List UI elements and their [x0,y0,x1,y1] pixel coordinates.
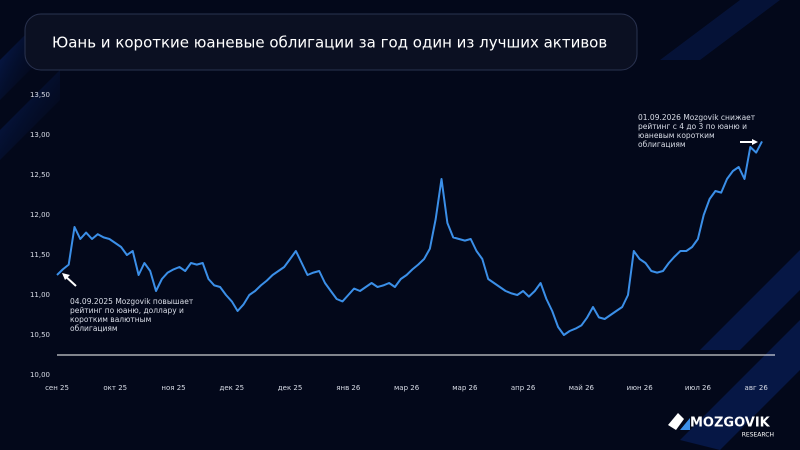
y-tick-label: 13,00 [30,131,50,139]
y-tick-label: 10,50 [30,331,50,339]
annotation: облигациям [70,324,118,333]
logo-mark [668,413,684,430]
x-tick-label: мар 26 [452,384,478,392]
x-tick-label: ноя 25 [161,384,185,392]
x-tick-label: апр 26 [511,384,536,392]
annotation: рейтинг с 4 до 3 по юаню и [638,122,747,131]
decor [680,320,800,450]
decor [700,250,800,350]
annotation: рейтинг по юаню, доллару и [70,306,184,315]
x-tick-label: дек 25 [220,384,245,392]
chart-title: Юань и короткие юаневые облигации за год… [52,34,607,52]
annotation: юаневым коротким [638,131,715,140]
x-tick-label: дек 25 [278,384,303,392]
y-tick-label: 13,50 [30,91,50,99]
logo-mark [680,418,690,430]
x-tick-label: июл 26 [685,384,712,392]
annotation: 01.09.2026 Mozgovik снижает [638,113,756,122]
y-tick-label: 12,50 [30,171,50,179]
x-tick-label: июн 26 [627,384,654,392]
y-tick-label: 11,00 [30,291,50,299]
annotation: облигациям [638,140,686,149]
y-tick-label: 11,50 [30,251,50,259]
x-tick-label: май 26 [569,384,595,392]
x-tick-label: окт 25 [103,384,127,392]
arrow-head [752,139,758,145]
x-tick-label: мар 26 [394,384,420,392]
title-box [24,13,638,71]
annotation: коротким валютным [70,315,151,324]
series-line [56,140,763,336]
x-tick-label: янв 26 [336,384,361,392]
logo-sub: RESEARCH [742,432,774,439]
x-tick-label: сен 25 [45,384,69,392]
decor [0,70,60,160]
arrow-head [62,273,70,280]
y-tick-label: 12,00 [30,211,50,219]
y-tick-label: 10,00 [30,371,50,379]
logo-name: MOZGOVIK [690,416,771,431]
annotation: 04.09.2025 Mozgovik повышает [70,297,194,306]
logo: MOZGOVIK RESEARCH [668,413,774,439]
x-tick-label: авг 26 [745,384,769,392]
decor [660,0,780,60]
